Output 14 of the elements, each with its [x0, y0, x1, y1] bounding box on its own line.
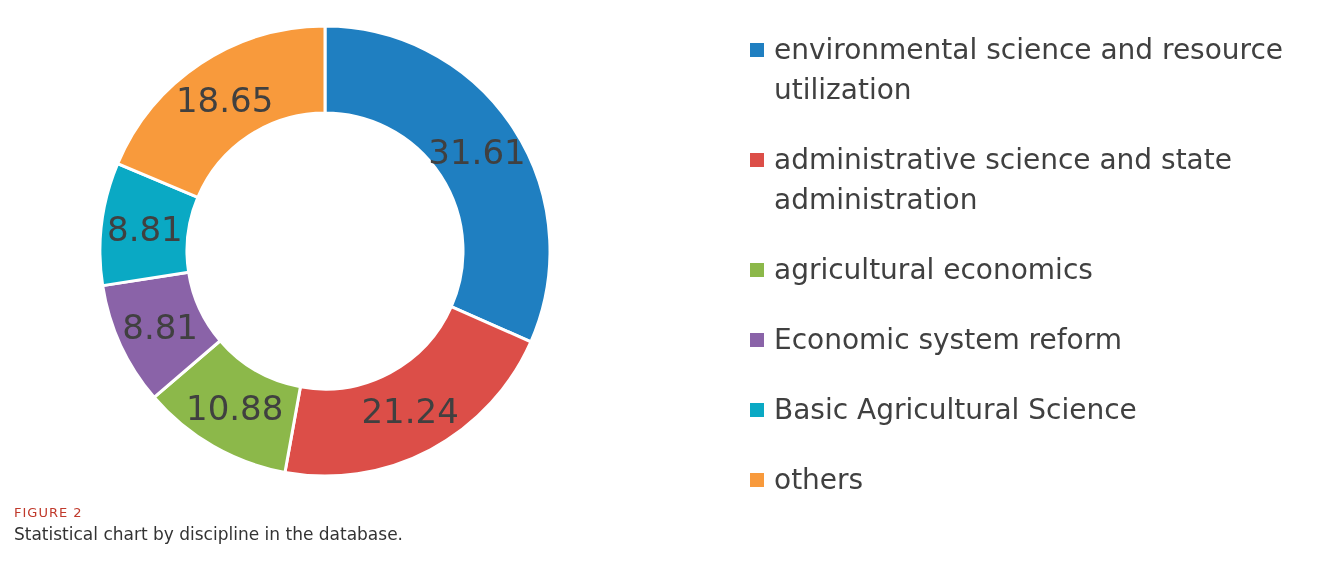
data-label: 8.81	[107, 208, 183, 249]
data-label: 10.88	[186, 388, 284, 429]
data-label: 21.24	[361, 391, 459, 432]
legend-label: environmental science and resource utilization	[774, 32, 1285, 108]
data-label: 18.65	[175, 79, 274, 120]
data-label: 8.81	[122, 306, 198, 347]
caption: FIGURE 2	[14, 505, 83, 520]
legend-label: Basic Agricultural Science	[774, 392, 1137, 428]
legend-label: administrative science and state administration	[774, 142, 1233, 218]
legend-label: Economic system reform	[774, 322, 1122, 358]
data-label: 31.61	[428, 131, 526, 172]
text: Statistical chart by discipline in the database.	[14, 524, 403, 544]
legend-label: others	[774, 462, 864, 498]
legend-label: agricultural economics	[774, 252, 1093, 288]
